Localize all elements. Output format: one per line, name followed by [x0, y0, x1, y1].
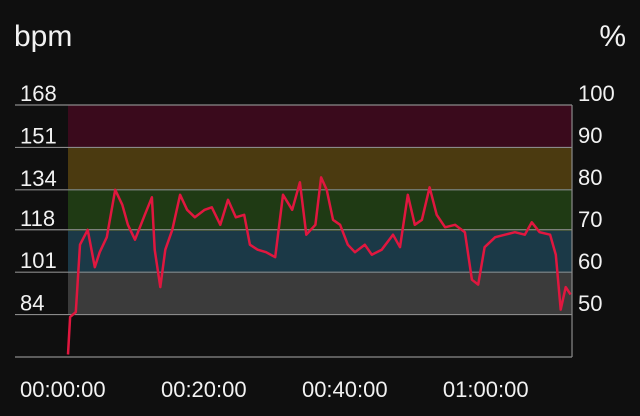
- y2-tick-label: 80: [578, 165, 602, 190]
- x-tick-label: 00:40:00: [302, 377, 388, 402]
- y-tick-label: 151: [20, 123, 57, 148]
- x-tick-label: 00:20:00: [161, 377, 247, 402]
- y2-tick-label: 50: [578, 291, 602, 316]
- y2-tick-label: 90: [578, 123, 602, 148]
- y2-tick-label: 70: [578, 207, 602, 232]
- hr-line: [66, 176, 572, 355]
- zone: [68, 231, 572, 273]
- x-tick-label: 00:00:00: [20, 377, 106, 402]
- y2-tick-label: 100: [578, 81, 615, 106]
- y-tick-label: 168: [20, 81, 57, 106]
- y-tick-label: 84: [20, 291, 44, 316]
- zone: [68, 273, 572, 315]
- y-tick-label: 134: [20, 166, 57, 191]
- zone: [68, 105, 572, 147]
- y-tick-label: 118: [20, 206, 55, 231]
- y2-tick-label: 60: [578, 249, 602, 274]
- y-axis-label: bpm: [14, 20, 72, 53]
- x-tick-label: 01:00:00: [443, 377, 529, 402]
- y2-axis-label: %: [599, 20, 626, 53]
- y-tick-label: 101: [20, 248, 57, 273]
